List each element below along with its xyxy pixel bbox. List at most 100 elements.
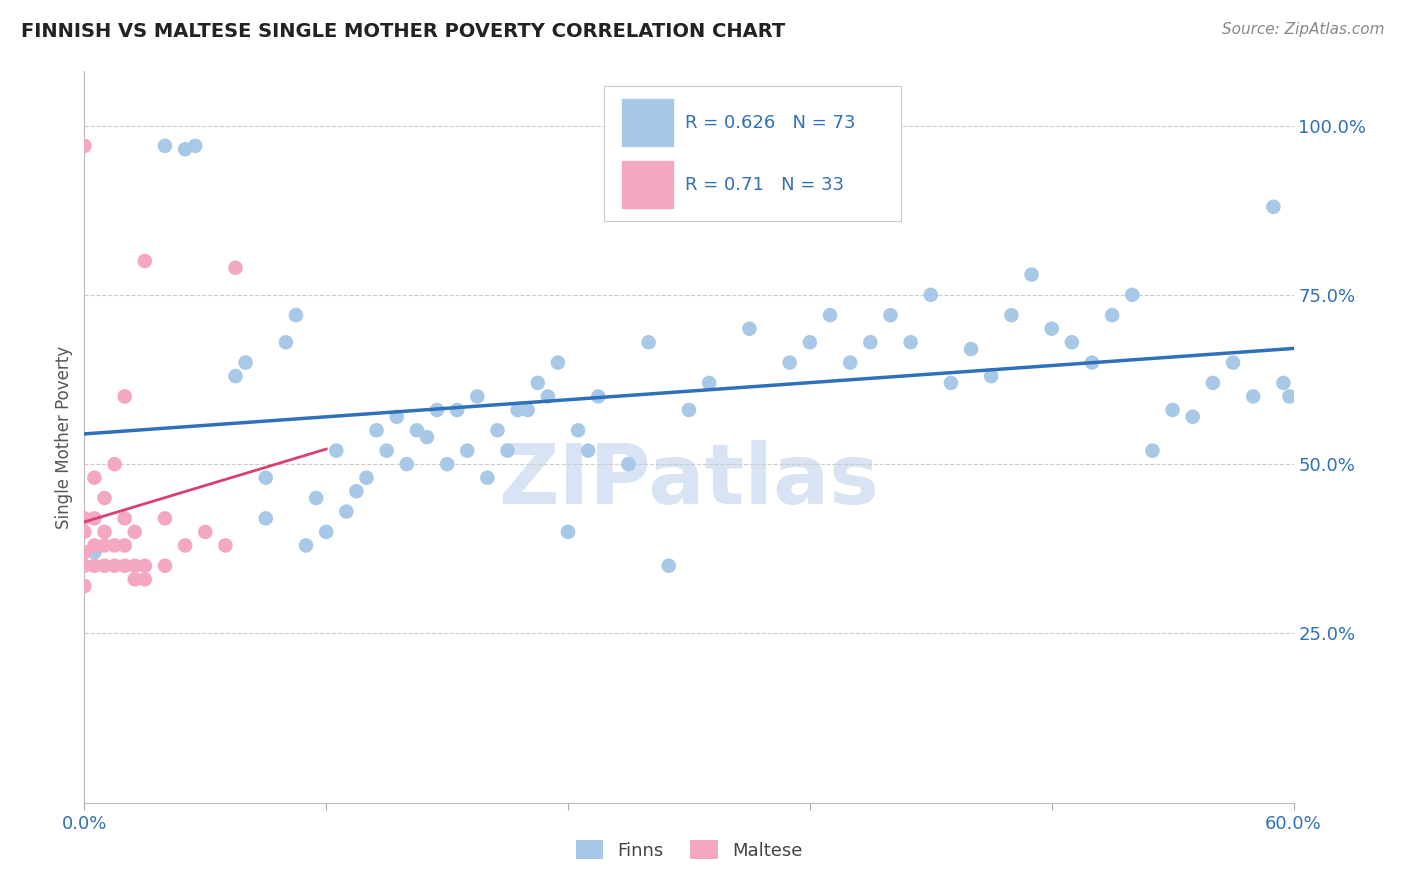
Point (83, 545, 105, 559)
Point (1222, 355, 1244, 369)
Point (900, 335, 922, 350)
Point (395, 457, 418, 471)
Point (114, 558, 136, 573)
Point (799, 335, 821, 350)
Point (174, 538, 197, 552)
Point (477, 471, 499, 485)
Point (93, 524, 115, 539)
Point (1142, 443, 1164, 458)
Point (436, 457, 458, 471)
Point (73, 524, 96, 539)
Point (537, 389, 560, 403)
Point (315, 524, 337, 539)
Point (1161, 403, 1184, 417)
Point (496, 443, 519, 458)
Point (93, 558, 115, 573)
Point (738, 322, 761, 336)
Point (557, 524, 579, 539)
Point (83, 511, 105, 525)
Point (325, 443, 347, 458)
Point (697, 376, 720, 390)
Point (153, 511, 176, 525)
Point (93, 538, 115, 552)
Point (214, 538, 236, 552)
Point (104, 558, 127, 573)
Text: R = 0.626   N = 73: R = 0.626 N = 73 (685, 113, 856, 131)
Point (83, 538, 105, 552)
Point (839, 355, 862, 369)
Point (375, 443, 398, 458)
Point (1181, 409, 1204, 424)
Point (356, 471, 378, 485)
Point (194, 524, 217, 539)
Point (83, 558, 105, 573)
Point (134, 558, 156, 573)
FancyBboxPatch shape (623, 99, 673, 146)
Point (426, 403, 449, 417)
Text: FINNISH VS MALTESE SINGLE MOTHER POVERTY CORRELATION CHART: FINNISH VS MALTESE SINGLE MOTHER POVERTY… (21, 22, 786, 41)
Point (174, 142, 197, 156)
Text: R = 0.71   N = 33: R = 0.71 N = 33 (685, 176, 845, 194)
Point (960, 342, 983, 356)
Point (235, 355, 257, 369)
Point (1241, 389, 1264, 403)
Point (1101, 308, 1123, 322)
Point (73, 511, 96, 525)
Point (1081, 355, 1104, 369)
Point (335, 505, 357, 519)
Point (637, 335, 659, 350)
Point (93, 491, 115, 505)
Point (83, 471, 105, 485)
Point (446, 403, 468, 417)
Point (779, 355, 801, 369)
Point (254, 471, 277, 485)
Point (980, 369, 1002, 384)
Point (134, 572, 156, 586)
Point (1263, 200, 1285, 214)
Point (225, 260, 247, 275)
Text: Source: ZipAtlas.com: Source: ZipAtlas.com (1222, 22, 1385, 37)
Point (254, 511, 277, 525)
Point (1121, 288, 1143, 302)
Point (124, 572, 146, 586)
Point (73, 579, 96, 593)
Point (225, 369, 247, 384)
Point (1000, 308, 1022, 322)
Point (73, 139, 96, 153)
Point (547, 355, 569, 369)
Point (153, 558, 176, 573)
Point (153, 139, 176, 153)
Point (1278, 389, 1301, 403)
Point (567, 423, 589, 437)
Point (1021, 268, 1043, 282)
Point (818, 308, 841, 322)
Point (456, 443, 478, 458)
Point (114, 511, 136, 525)
Point (416, 430, 439, 444)
Point (658, 558, 681, 573)
Point (1040, 322, 1063, 336)
Point (467, 389, 489, 403)
Point (104, 538, 127, 552)
Point (486, 423, 509, 437)
Point (406, 423, 429, 437)
Point (305, 491, 328, 505)
Point (1272, 376, 1295, 390)
Point (114, 538, 136, 552)
Point (114, 389, 136, 403)
Point (1060, 335, 1083, 350)
Point (124, 558, 146, 573)
Point (506, 403, 529, 417)
Point (124, 524, 146, 539)
Point (104, 457, 127, 471)
Point (274, 335, 297, 350)
Point (73, 545, 96, 559)
Point (939, 376, 962, 390)
Point (527, 376, 550, 390)
Text: ZIPatlas: ZIPatlas (499, 441, 879, 522)
Point (678, 403, 700, 417)
Point (295, 538, 318, 552)
Point (346, 484, 368, 499)
Point (576, 443, 599, 458)
Point (920, 288, 942, 302)
